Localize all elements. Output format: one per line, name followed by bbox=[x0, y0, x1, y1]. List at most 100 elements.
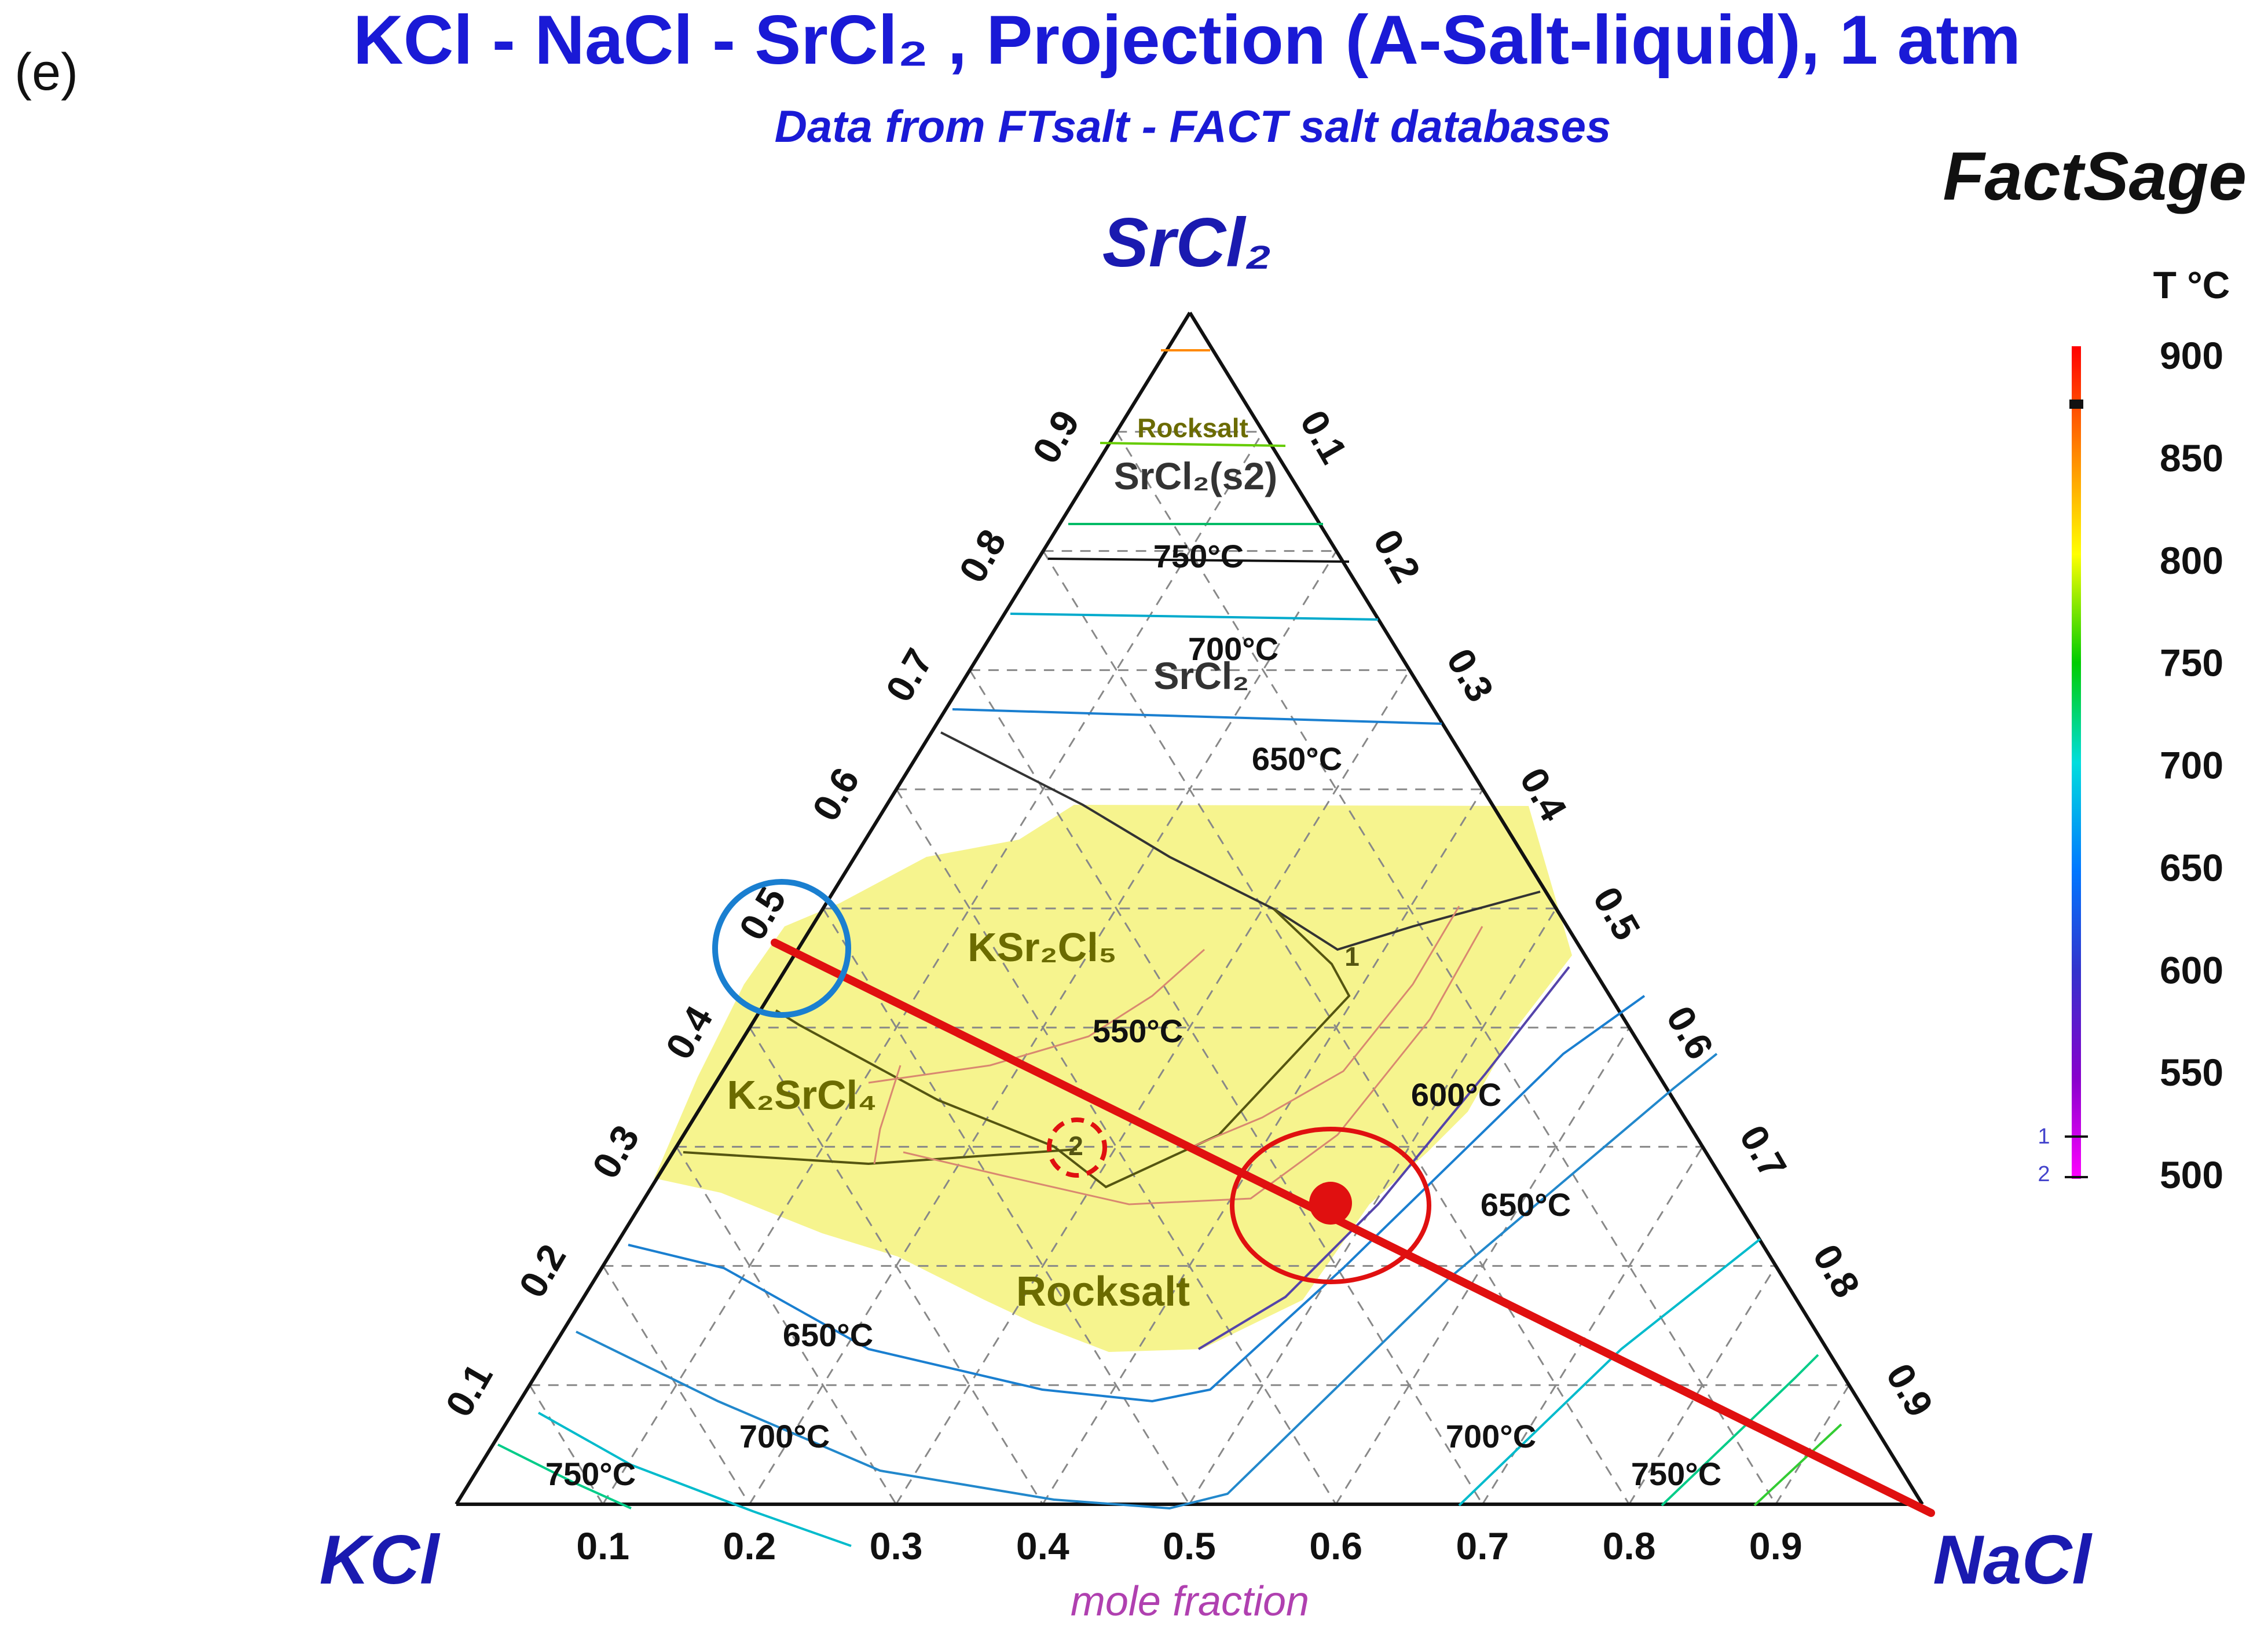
grid-line-nacl-5 bbox=[1188, 908, 1557, 1505]
colorbar-label-600: 600 bbox=[2160, 948, 2223, 991]
corner-label-srcl2: SrCl₂ bbox=[1102, 204, 1272, 281]
colorbar-marker-top bbox=[2069, 400, 2083, 409]
tick-label-bottom-7: 0.7 bbox=[1456, 1525, 1509, 1567]
grid-line-kcl-1 bbox=[1116, 431, 1777, 1505]
isotherm-700-right bbox=[1458, 1238, 1761, 1507]
isotherm-label-550: 550°C bbox=[1093, 1013, 1183, 1049]
isotherm-label-750-left: 750°C bbox=[545, 1456, 636, 1492]
special-point-1: 1 bbox=[1344, 941, 1360, 972]
grid-line-nacl-3 bbox=[895, 669, 1410, 1505]
phase-label-ksr2cl5: KSr₂Cl₅ bbox=[968, 925, 1117, 970]
tick-label-right-7: 0.3 bbox=[1438, 642, 1502, 709]
phase-label-rocksalt-top: Rocksalt bbox=[1137, 413, 1248, 443]
factsage-logo: FactSage bbox=[1943, 138, 2247, 215]
intersection-point bbox=[1309, 1182, 1352, 1225]
triangle-edge-right bbox=[1188, 312, 1924, 1505]
grid-line-kcl-5 bbox=[822, 908, 1190, 1505]
tick-label-bottom-8: 0.8 bbox=[1603, 1525, 1656, 1567]
chart-subtitle: Data from FTsalt - FACT salt databases bbox=[775, 101, 1611, 152]
tick-label-right-2: 0.8 bbox=[1805, 1237, 1868, 1304]
colorbar-label-550: 550 bbox=[2160, 1051, 2223, 1094]
tick-label-right-1: 0.9 bbox=[1878, 1356, 1941, 1423]
tick-label-bottom-2: 0.2 bbox=[723, 1525, 776, 1567]
tick-label-bottom-9: 0.9 bbox=[1749, 1525, 1802, 1567]
colorbar-labels: 900 850 800 750 700 650 600 550 500 bbox=[2160, 334, 2223, 1196]
isotherm-inner-1 bbox=[868, 948, 1205, 1084]
isotherm-label-650-right: 650°C bbox=[1481, 1186, 1571, 1223]
tick-label-bottom-1: 0.1 bbox=[576, 1525, 629, 1567]
colorbar-label-650: 650 bbox=[2160, 846, 2223, 889]
colorbar-title: T °C bbox=[2153, 263, 2230, 306]
grid-line-kcl-7 bbox=[675, 1146, 897, 1505]
triangle-edge-left bbox=[455, 312, 1192, 1505]
isotherm-650-top bbox=[952, 708, 1442, 725]
tick-label-left-9: 0.9 bbox=[1024, 403, 1087, 470]
boundary-k2srcl4 bbox=[683, 1148, 1078, 1166]
colorbar-label-700: 700 bbox=[2160, 744, 2223, 787]
tick-label-left-6: 0.6 bbox=[804, 760, 867, 827]
isotherm-750-right bbox=[1661, 1354, 1819, 1507]
highlight-circle-blue bbox=[712, 879, 851, 1018]
grid-line-kcl-3 bbox=[969, 669, 1483, 1505]
tick-label-bottom-6: 0.6 bbox=[1309, 1525, 1362, 1567]
phase-label-k2srcl4: K₂SrCl₄ bbox=[727, 1072, 877, 1117]
isotherm-650-lower bbox=[628, 995, 1646, 1403]
isotherm-800-right bbox=[1753, 1423, 1842, 1507]
colorbar-label-750: 750 bbox=[2160, 642, 2223, 684]
corner-label-kcl: KCl bbox=[320, 1521, 441, 1599]
isotherm-inner-2 bbox=[1192, 906, 1460, 1148]
tick-label-right-3: 0.7 bbox=[1731, 1118, 1795, 1185]
tick-label-bottom-5: 0.5 bbox=[1163, 1525, 1216, 1567]
colorbar-label-850: 850 bbox=[2160, 437, 2223, 479]
highlight-circle-red bbox=[1230, 1127, 1431, 1284]
phase-label-rocksalt: Rocksalt bbox=[1016, 1269, 1190, 1315]
isotherm-label-700-top: 700°C bbox=[1188, 631, 1278, 667]
grid-line-nacl-9 bbox=[1775, 1384, 1850, 1505]
colorbar-label-500: 500 bbox=[2160, 1153, 2223, 1196]
tick-label-left-7: 0.7 bbox=[877, 642, 941, 709]
dashed-circle-point-2 bbox=[1047, 1117, 1107, 1178]
isotherm-label-600: 600°C bbox=[1411, 1076, 1501, 1113]
tick-label-left-8: 0.8 bbox=[951, 522, 1014, 589]
isotherm-label-650-lower: 650°C bbox=[783, 1317, 873, 1353]
isotherm-top-green1 bbox=[1100, 442, 1286, 447]
isotherm-750-left bbox=[497, 1443, 632, 1509]
colorbar-label-900: 900 bbox=[2160, 334, 2223, 377]
colorbar-marker-1: 1 bbox=[2038, 1124, 2050, 1149]
isotherm-700-left bbox=[538, 1412, 852, 1547]
tick-label-left-1: 0.1 bbox=[437, 1356, 501, 1423]
isotherm-600-lower bbox=[576, 1053, 1718, 1510]
tick-label-right-8: 0.2 bbox=[1365, 522, 1429, 589]
isotherm-label-650-top: 650°C bbox=[1252, 741, 1342, 777]
grid-line-kcl-9 bbox=[529, 1384, 604, 1505]
grid-line-kcl-4 bbox=[895, 789, 1337, 1505]
isotherm-inner-3 bbox=[903, 926, 1483, 1205]
isotherm-inner-4 bbox=[873, 1065, 902, 1164]
grid-line-nacl-8 bbox=[1628, 1265, 1777, 1505]
isotherm-curves bbox=[497, 349, 1842, 1547]
grid-line-kcl-8 bbox=[602, 1265, 750, 1505]
grid-line-nacl-6 bbox=[1335, 1027, 1631, 1505]
boundary-s2 bbox=[1047, 558, 1350, 563]
phase-label-srcl2: SrCl₂ bbox=[1153, 654, 1249, 697]
isotherm-700-top bbox=[1010, 613, 1379, 621]
colorbar: T °C 900 850 800 750 700 650 600 550 500 1 2 bbox=[2038, 263, 2230, 1196]
grid-line-kcl-6 bbox=[749, 1027, 1044, 1505]
axis-caption-mole-fraction: mole fraction bbox=[1071, 1578, 1309, 1625]
colorbar-gradient bbox=[2072, 346, 2081, 1179]
isotherm-label-700-right: 700°C bbox=[1446, 1418, 1536, 1454]
isotherm-label-750-right: 750°C bbox=[1631, 1456, 1721, 1492]
corner-label-nacl: NaCl bbox=[1933, 1521, 2093, 1599]
tick-label-left-2: 0.2 bbox=[511, 1237, 574, 1304]
tick-label-bottom-3: 0.3 bbox=[870, 1525, 923, 1567]
isotherm-label-750-top: 750°C bbox=[1153, 538, 1244, 574]
colorbar-label-800: 800 bbox=[2160, 539, 2223, 582]
panel-label: (e) bbox=[14, 43, 78, 101]
tick-label-left-3: 0.3 bbox=[584, 1118, 647, 1185]
grid-line-nacl-1 bbox=[602, 431, 1264, 1505]
grid-line-nacl-7 bbox=[1482, 1146, 1703, 1505]
colorbar-marker-2: 2 bbox=[2038, 1162, 2050, 1186]
chart-title: KCl - NaCl - SrCl₂ , Projection (A-Salt-… bbox=[353, 1, 2021, 79]
